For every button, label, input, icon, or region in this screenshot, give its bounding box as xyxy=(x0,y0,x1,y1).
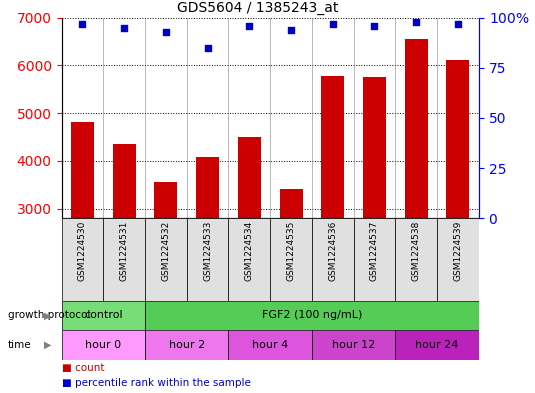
Text: GSM1224534: GSM1224534 xyxy=(245,220,254,281)
Text: hour 4: hour 4 xyxy=(252,340,288,350)
Bar xyxy=(228,330,312,360)
Point xyxy=(203,44,212,51)
Bar xyxy=(447,60,469,218)
Bar xyxy=(395,330,479,360)
Bar xyxy=(363,77,386,218)
Bar xyxy=(62,301,145,330)
Point xyxy=(412,18,421,25)
Bar xyxy=(395,218,437,301)
Bar xyxy=(196,157,219,218)
Point xyxy=(287,27,295,33)
Text: growth protocol: growth protocol xyxy=(8,310,90,320)
Title: GDS5604 / 1385243_at: GDS5604 / 1385243_at xyxy=(177,1,338,15)
Text: GSM1224530: GSM1224530 xyxy=(78,220,87,281)
Text: hour 12: hour 12 xyxy=(332,340,375,350)
Text: GSM1224533: GSM1224533 xyxy=(203,220,212,281)
Bar xyxy=(312,330,395,360)
Text: hour 2: hour 2 xyxy=(169,340,205,350)
Text: ■ count: ■ count xyxy=(62,363,104,373)
Bar xyxy=(113,144,135,218)
Point xyxy=(370,22,379,29)
Text: hour 24: hour 24 xyxy=(415,340,459,350)
Bar xyxy=(322,76,344,218)
Text: FGF2 (100 ng/mL): FGF2 (100 ng/mL) xyxy=(262,310,362,320)
Bar xyxy=(238,136,261,218)
Text: GSM1224537: GSM1224537 xyxy=(370,220,379,281)
Bar xyxy=(145,330,228,360)
Bar xyxy=(62,330,145,360)
Text: control: control xyxy=(84,310,123,320)
Text: GSM1224531: GSM1224531 xyxy=(120,220,128,281)
Bar xyxy=(145,301,479,330)
Text: GSM1224532: GSM1224532 xyxy=(162,220,170,281)
Bar xyxy=(312,218,354,301)
Bar xyxy=(228,218,270,301)
Text: ▶: ▶ xyxy=(44,340,52,350)
Text: hour 0: hour 0 xyxy=(85,340,121,350)
Text: GSM1224539: GSM1224539 xyxy=(454,220,462,281)
Bar xyxy=(270,218,312,301)
Bar xyxy=(145,218,187,301)
Point xyxy=(245,22,254,29)
Bar xyxy=(280,189,302,218)
Bar xyxy=(437,218,479,301)
Text: GSM1224538: GSM1224538 xyxy=(412,220,421,281)
Point xyxy=(454,20,462,27)
Point xyxy=(328,20,337,27)
Bar xyxy=(62,218,103,301)
Text: GSM1224536: GSM1224536 xyxy=(328,220,337,281)
Bar xyxy=(354,218,395,301)
Point xyxy=(162,29,170,35)
Text: ▶: ▶ xyxy=(44,310,52,320)
Point xyxy=(120,24,128,31)
Text: ■ percentile rank within the sample: ■ percentile rank within the sample xyxy=(62,378,250,388)
Text: GSM1224535: GSM1224535 xyxy=(287,220,295,281)
Bar xyxy=(103,218,145,301)
Bar xyxy=(71,122,94,218)
Text: time: time xyxy=(8,340,32,350)
Bar xyxy=(155,182,177,218)
Point xyxy=(78,20,87,27)
Bar xyxy=(405,39,427,218)
Bar xyxy=(187,218,228,301)
